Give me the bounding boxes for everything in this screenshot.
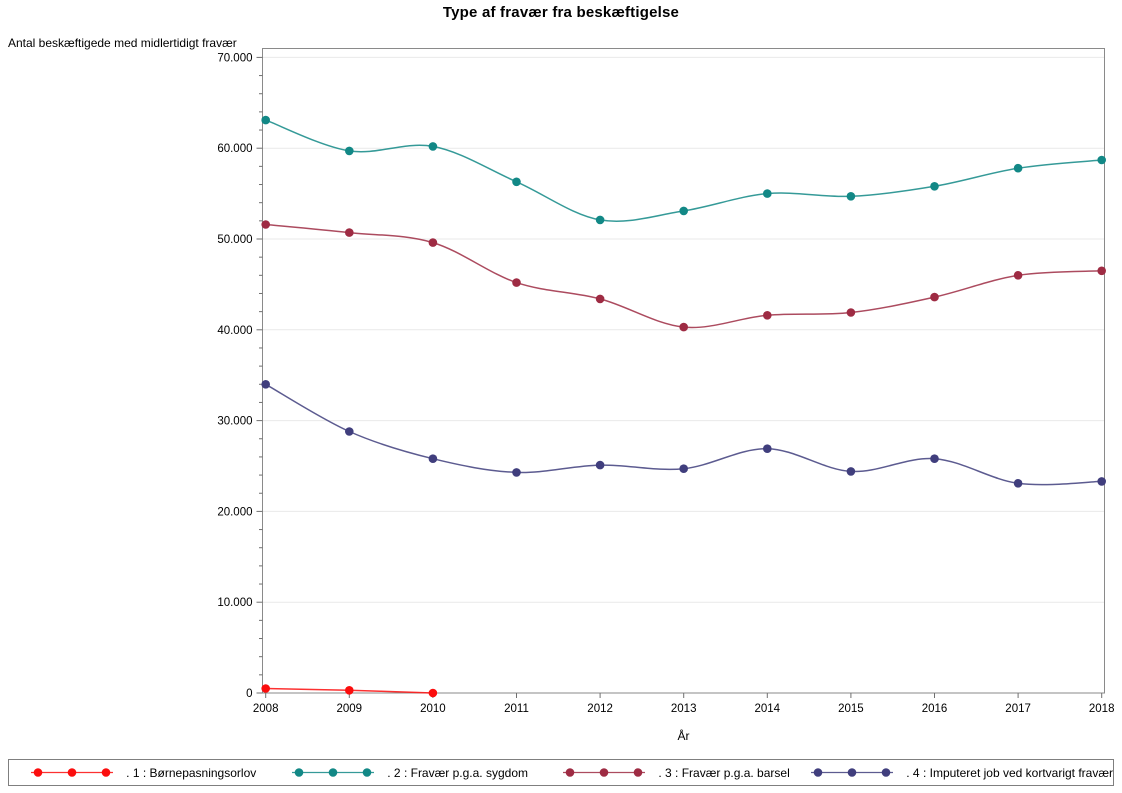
x-tick-label: 2010 xyxy=(420,703,446,715)
plot-area: 0 10.000 20.000 30.000 40.000 50.000 60.000 70.… xyxy=(217,48,1115,743)
x-tick-label: 2014 xyxy=(755,703,781,715)
legend-marker xyxy=(563,768,646,777)
y-tick-label: 40.000 xyxy=(217,325,252,337)
data-point xyxy=(763,444,772,454)
data-point xyxy=(763,189,772,198)
x-tick-label: 2017 xyxy=(1005,703,1031,715)
data-point xyxy=(679,206,688,216)
data-point xyxy=(345,686,354,695)
legend-marker xyxy=(292,768,375,777)
data-point xyxy=(428,688,438,698)
x-tick-label: 2013 xyxy=(671,703,697,715)
legend-marker xyxy=(811,768,894,777)
data-point xyxy=(1013,479,1023,488)
data-point xyxy=(846,308,856,317)
x-axis-title: År xyxy=(678,728,690,743)
data-point xyxy=(261,115,271,125)
legend: . 1 : Børnepasningsorlov . 2 : Fravær p.g… xyxy=(8,759,1114,786)
y-tick-label: 20.000 xyxy=(217,506,252,518)
y-axis-title: Antal beskæftigede med midlertidigt frav… xyxy=(8,36,237,50)
data-point xyxy=(261,684,271,693)
y-tick-label: 70.000 xyxy=(217,52,252,64)
chart-title: Type af fravær fra beskæftigelse xyxy=(442,4,680,21)
data-point xyxy=(846,192,856,201)
legend-item: . 2 : Fravær p.g.a. sygdom xyxy=(275,766,541,780)
legend-label: . 3 : Fravær p.g.a. barsel xyxy=(658,765,790,780)
x-tick-label: 2009 xyxy=(337,703,363,715)
data-point xyxy=(512,177,521,187)
data-point xyxy=(512,468,521,477)
data-point xyxy=(595,294,605,304)
x-tick-label: 2008 xyxy=(253,703,279,715)
y-tick-label: 10.000 xyxy=(217,597,252,609)
series-line-2 xyxy=(265,119,1102,222)
x-tick-label: 2016 xyxy=(922,703,948,715)
data-point xyxy=(1013,163,1023,173)
legend-item: . 1 : Børnepasningsorlov xyxy=(9,766,275,780)
legend-label: . 4 : Imputeret job ved kortvarigt fravæ… xyxy=(906,765,1114,780)
data-point xyxy=(1097,155,1106,165)
y-tick-label: 30.000 xyxy=(217,416,252,428)
data-point xyxy=(595,215,605,225)
data-point xyxy=(428,142,438,151)
data-point xyxy=(679,464,688,474)
data-point xyxy=(679,322,688,332)
data-point xyxy=(1013,271,1023,280)
data-point xyxy=(930,292,939,302)
legend-label: . 2 : Fravær p.g.a. sygdom xyxy=(387,765,528,780)
data-point xyxy=(345,427,354,436)
data-point xyxy=(763,311,772,320)
data-point xyxy=(595,460,605,470)
x-tick-label: 2018 xyxy=(1089,703,1115,715)
y-tick-label: 50.000 xyxy=(217,234,252,246)
plot-border xyxy=(262,48,1105,694)
data-point xyxy=(1097,477,1106,486)
legend-label: . 1 : Børnepasningsorlov xyxy=(126,765,257,780)
legend-item: . 4 : Imputeret job ved kortvarigt fravæ… xyxy=(808,766,1113,780)
data-point xyxy=(261,220,271,229)
series-line-3 xyxy=(265,223,1102,329)
x-tick-label: 2011 xyxy=(504,703,529,715)
data-point xyxy=(345,228,354,237)
data-point xyxy=(1097,266,1106,276)
data-point xyxy=(930,454,939,464)
data-point xyxy=(846,467,856,476)
y-tick-label: 60.000 xyxy=(217,143,252,155)
data-point xyxy=(428,454,438,464)
legend-marker xyxy=(31,768,114,777)
data-point xyxy=(345,146,354,156)
data-point xyxy=(261,380,271,389)
data-point xyxy=(428,238,438,247)
data-point xyxy=(512,278,521,287)
x-tick-label: 2015 xyxy=(838,703,864,715)
x-tick-label: 2012 xyxy=(587,703,613,715)
legend-item: . 3 : Fravær p.g.a. barsel xyxy=(542,766,808,780)
data-point xyxy=(930,182,939,191)
y-tick-label: 0 xyxy=(246,688,252,700)
